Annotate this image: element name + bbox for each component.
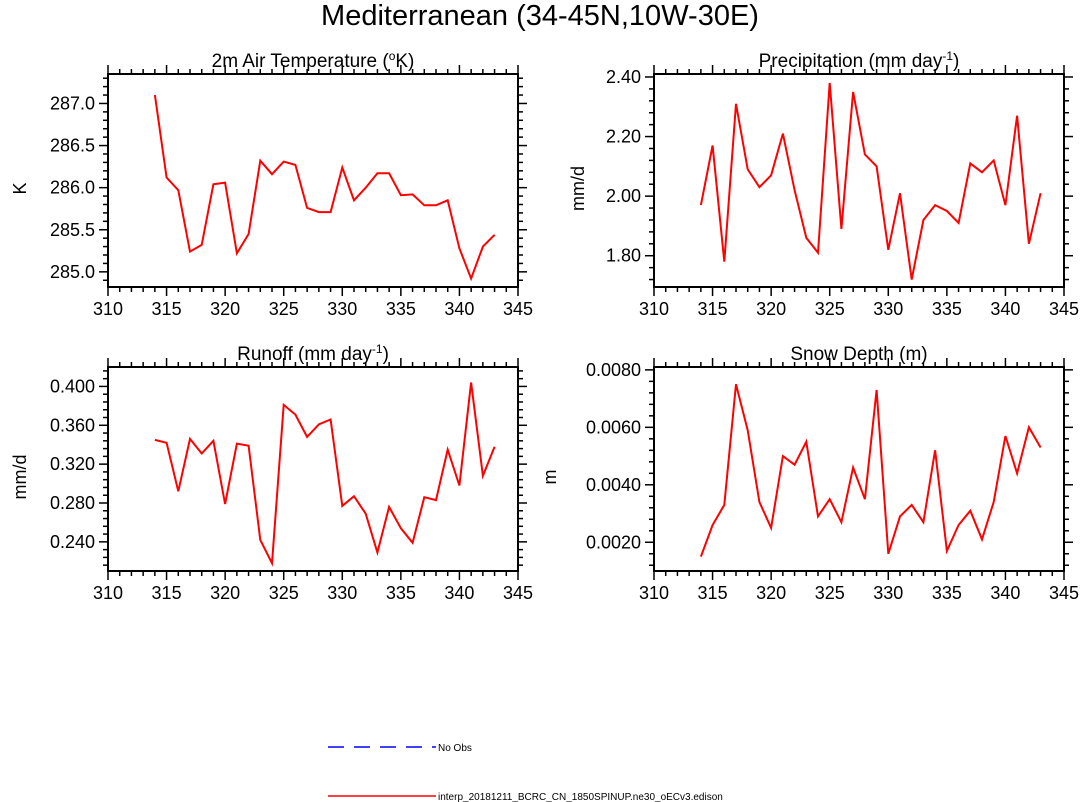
y-tick-label: 285.0 [50, 262, 95, 282]
panel-title-superscript: -1 [942, 49, 953, 63]
panel-title-main: Runoff (mm day [237, 344, 372, 365]
x-tick-label: 335 [386, 299, 416, 319]
y-tick-label: 2.40 [606, 67, 641, 87]
y-tick-label: 0.240 [50, 532, 95, 552]
panel-title-main: Snow Depth (m) [790, 344, 927, 365]
x-tick-label: 340 [990, 299, 1020, 319]
panel-title-main: 2m Air Temperature ( [212, 51, 390, 72]
y-tick-label: 0.280 [50, 493, 95, 513]
x-tick-label: 330 [327, 583, 357, 603]
series-line [699, 82, 1042, 280]
x-tick-label: 315 [698, 583, 728, 603]
panel-title: 2m Air Temperature (oK) [212, 49, 415, 72]
series-line [153, 94, 496, 282]
panel-3: Runoff (mm day-1) 310 315 320 325 330 335 340 34… [10, 342, 533, 603]
x-tick-label: 325 [815, 583, 845, 603]
series-line [154, 382, 496, 567]
x-tick-label: 320 [756, 299, 786, 319]
y-tick-label: 0.360 [50, 415, 95, 435]
x-tick-label: 345 [503, 299, 533, 319]
y-tick-label: 0.0080 [586, 360, 641, 380]
y-tick-label: 2.20 [606, 127, 641, 147]
panel-title-suffix: ) [953, 51, 959, 72]
plot-frame [653, 73, 1065, 288]
panel-title: Snow Depth (m) [790, 344, 927, 365]
panel-1: 2m Air Temperature (oK) 310 315 320 325 330 33… [10, 49, 533, 319]
y-tick-label: 0.0020 [586, 532, 641, 552]
panel-title: Runoff (mm day-1) [237, 342, 389, 365]
x-tick-label: 310 [93, 299, 123, 319]
panel-4: Snow Depth (m) 310 315 320 325 330 335 340 345 0.… [540, 344, 1079, 603]
y-tick-label: 285.5 [50, 220, 95, 240]
x-tick-label: 345 [1049, 299, 1079, 319]
y-axis-label: mm/d [568, 166, 588, 211]
y-tick-label: 2.00 [606, 186, 641, 206]
x-tick-label: 335 [932, 299, 962, 319]
y-tick-label: 0.320 [50, 454, 95, 474]
x-tick-label: 315 [698, 299, 728, 319]
x-tick-label: 310 [639, 299, 669, 319]
y-tick-label: 286.5 [50, 136, 95, 156]
series-line [699, 383, 1042, 557]
y-tick-label: 287.0 [50, 93, 95, 113]
x-tick-label: 335 [386, 583, 416, 603]
plot-frame [107, 73, 519, 288]
y-tick-label: 286.0 [50, 178, 95, 198]
x-tick-label: 320 [756, 583, 786, 603]
x-tick-label: 310 [93, 583, 123, 603]
x-tick-label: 340 [990, 583, 1020, 603]
y-tick-label: 1.80 [606, 246, 641, 266]
panel-title-suffix: K) [395, 51, 414, 72]
panel-title: Precipitation (mm day-1) [759, 49, 960, 72]
y-tick-label: 0.0060 [586, 417, 641, 437]
x-tick-label: 320 [210, 299, 240, 319]
plot-frame [653, 366, 1065, 572]
x-tick-label: 345 [503, 583, 533, 603]
panel-2: Precipitation (mm day-1) 310 315 320 325 330 3… [568, 49, 1079, 319]
figure-title: Mediterranean (34-45N,10W-30E) [321, 0, 759, 32]
x-tick-label: 315 [152, 299, 182, 319]
panels: 2m Air Temperature (oK)310 315 320 325 330 33… [10, 49, 1079, 603]
panel-title-superscript: o [389, 49, 396, 63]
x-tick-label: 335 [932, 583, 962, 603]
x-tick-label: 345 [1049, 583, 1079, 603]
x-tick-label: 325 [815, 299, 845, 319]
y-tick-label: 0.0040 [586, 475, 641, 495]
legend-obs-label: No Obs [438, 743, 472, 754]
y-axis-label: K [10, 182, 30, 194]
x-tick-label: 325 [269, 299, 299, 319]
x-tick-label: 315 [152, 583, 182, 603]
panel-title-main: Precipitation (mm day [759, 51, 943, 72]
x-tick-label: 320 [210, 583, 240, 603]
plot-frame [107, 366, 519, 572]
x-tick-label: 340 [444, 299, 474, 319]
x-tick-label: 340 [444, 583, 474, 603]
legend: No Obs interp_20181211_BCRC_CN_1850SPINU… [328, 743, 723, 802]
y-tick-label: 0.400 [50, 376, 95, 396]
x-tick-label: 310 [639, 583, 669, 603]
x-tick-label: 325 [269, 583, 299, 603]
x-tick-label: 330 [873, 583, 903, 603]
panel-title-suffix: ) [383, 344, 389, 365]
panel-title-superscript: -1 [372, 342, 383, 356]
y-axis-label: m [540, 470, 560, 485]
x-tick-label: 330 [873, 299, 903, 319]
y-axis-label: mm/d [10, 455, 30, 500]
x-tick-label: 330 [327, 299, 357, 319]
legend-model-label: interp_20181211_BCRC_CN_1850SPINUP.ne30_… [438, 792, 723, 802]
